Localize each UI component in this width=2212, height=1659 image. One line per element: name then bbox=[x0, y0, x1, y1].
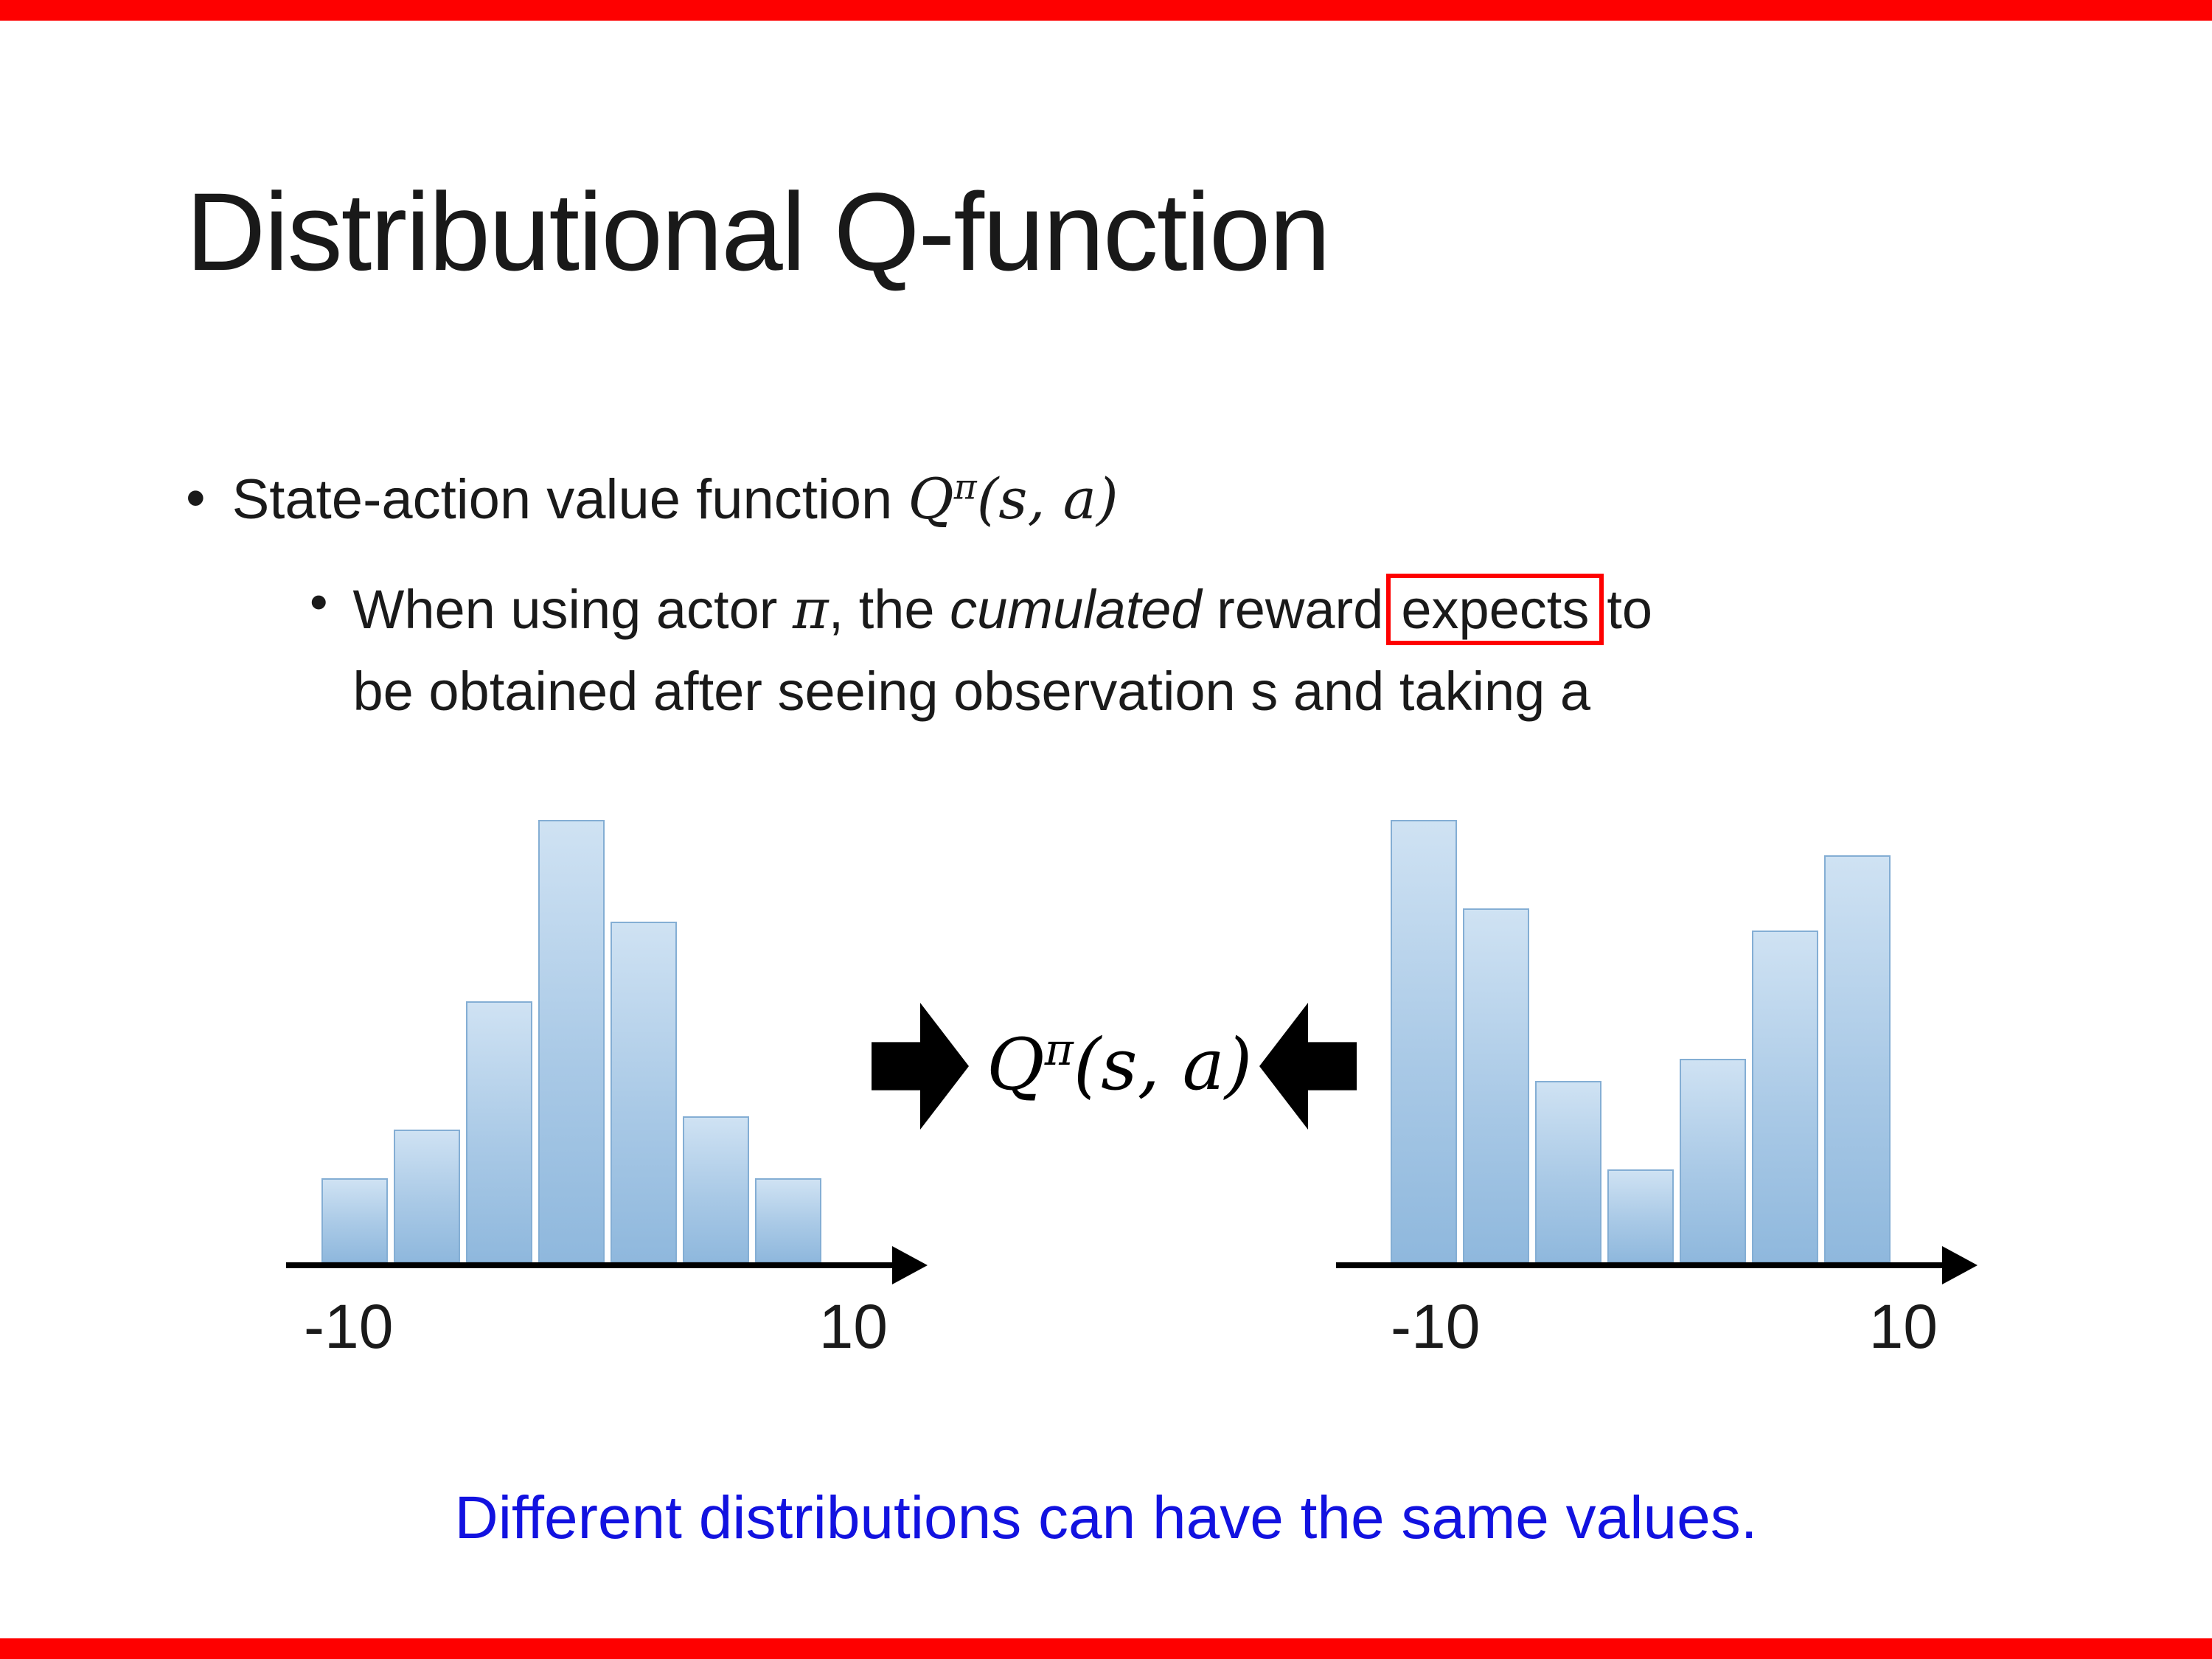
center-q-pi-formula: Qπ(s, a) bbox=[987, 1023, 1252, 1106]
top-red-strip bbox=[0, 0, 2212, 21]
q-pi-formula: Qπ(s, a) bbox=[908, 466, 1118, 532]
expects-red-box: expects bbox=[1386, 574, 1604, 646]
cumulated-italic: cumulated bbox=[950, 579, 1202, 640]
histogram-bar bbox=[611, 922, 677, 1262]
histogram-bar bbox=[755, 1178, 821, 1262]
text-segment: , the bbox=[828, 579, 950, 640]
text-segment: When using actor bbox=[352, 579, 793, 640]
histogram-bar bbox=[1463, 908, 1529, 1262]
bullet-when-using-actor: • When using actor π, the cumulated rewa… bbox=[310, 569, 1652, 731]
x-tick-label-min: -10 bbox=[1391, 1292, 1481, 1361]
sub-bullet-line1: When using actor π, the cumulated reward… bbox=[352, 569, 1653, 651]
histogram-bar bbox=[1680, 1059, 1746, 1262]
bullet-marker: • bbox=[186, 467, 206, 529]
slide-title: Distributional Q-function bbox=[186, 170, 1331, 293]
histogram-bar bbox=[1607, 1169, 1674, 1262]
histogram-bar bbox=[466, 1001, 532, 1262]
text-segment: to bbox=[1607, 579, 1653, 640]
histogram-bar bbox=[1535, 1081, 1601, 1262]
formula-sup: π bbox=[953, 467, 977, 508]
histogram-bars bbox=[321, 820, 821, 1262]
histogram-unimodal: -10 10 bbox=[286, 768, 950, 1361]
x-tick-label-max: 10 bbox=[1868, 1292, 1938, 1361]
formula-base: Q bbox=[987, 1023, 1045, 1106]
formula-args: (s, a) bbox=[976, 466, 1119, 532]
sub-bullet-text: When using actor π, the cumulated reward… bbox=[352, 569, 1653, 731]
bottom-note: Different distributions can have the sam… bbox=[454, 1484, 1758, 1551]
text-segment: reward bbox=[1201, 579, 1384, 640]
histogram-bar bbox=[1752, 931, 1818, 1262]
sub-bullet-line2: be obtained after seeing observation s a… bbox=[352, 660, 1591, 722]
bullet-text: State-action value function Qπ(s, a) bbox=[232, 466, 1119, 532]
histogram-bar bbox=[538, 820, 605, 1262]
histogram-bar bbox=[394, 1130, 460, 1262]
bottom-red-strip bbox=[0, 1638, 2212, 1659]
histogram-bars bbox=[1391, 820, 1891, 1262]
histogram-bimodal: -10 10 bbox=[1336, 768, 2000, 1361]
formula-base: Q bbox=[908, 466, 954, 532]
histogram-bar bbox=[683, 1116, 749, 1262]
x-axis-arrow bbox=[1336, 1262, 1945, 1268]
histogram-bar bbox=[1824, 855, 1891, 1262]
histogram-bar bbox=[321, 1178, 388, 1262]
histogram-bar bbox=[1391, 820, 1457, 1262]
pi-symbol: π bbox=[792, 578, 829, 641]
x-tick-label-max: 10 bbox=[818, 1292, 888, 1361]
bullet-marker: • bbox=[310, 573, 328, 630]
x-tick-label-min: -10 bbox=[304, 1292, 394, 1361]
bullet-intro-text: State-action value function bbox=[232, 468, 908, 531]
x-axis-arrow bbox=[286, 1262, 895, 1268]
formula-sup: π bbox=[1044, 1025, 1074, 1076]
bullet-state-action-value: • State-action value function Qπ(s, a) bbox=[186, 466, 1119, 532]
formula-args: (s, a) bbox=[1073, 1023, 1253, 1106]
